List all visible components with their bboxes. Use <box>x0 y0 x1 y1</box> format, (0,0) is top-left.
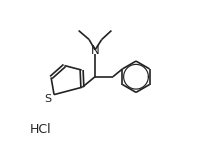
Text: S: S <box>45 94 52 104</box>
Text: HCl: HCl <box>30 123 52 136</box>
Text: N: N <box>91 44 100 57</box>
